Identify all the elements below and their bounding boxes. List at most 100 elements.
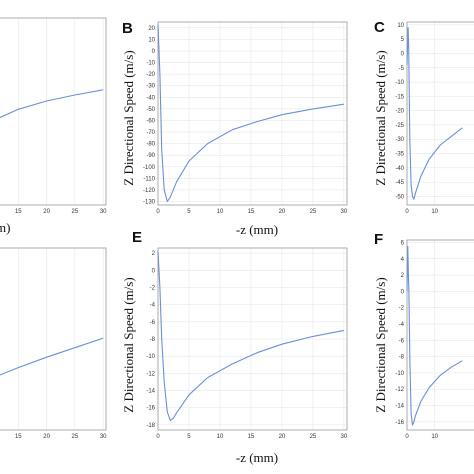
x-tick-label: 25 <box>310 209 317 215</box>
y-tick-label: -100 <box>143 165 156 171</box>
y-tick-label: -6 <box>399 338 405 344</box>
y-tick-label: -20 <box>146 72 155 78</box>
x-tick-label: 20 <box>43 434 50 440</box>
x-tick-label: 5 <box>187 434 191 440</box>
x-tick-label: 5 <box>187 209 191 215</box>
y-tick-label: 6 <box>401 240 405 246</box>
y-tick-label: -15 <box>395 94 404 100</box>
y-axis-label: Z Directional Speed (m/s) <box>121 50 136 185</box>
plot-frame <box>157 21 348 206</box>
series-line <box>0 89 104 119</box>
y-tick-label: 0 <box>401 51 405 57</box>
y-tick-label: 10 <box>397 23 404 29</box>
y-tick-label: -4 <box>150 303 156 309</box>
y-tick-label: -70 <box>146 130 155 136</box>
plot-frame <box>157 247 348 431</box>
y-tick-label: 0 <box>152 268 156 274</box>
panel-letter: E <box>132 229 142 246</box>
panel-letter: C <box>374 19 385 36</box>
series-line <box>0 337 104 376</box>
y-tick-label: -130 <box>143 200 156 206</box>
x-tick-label: 30 <box>100 434 107 440</box>
y-tick-label: -4 <box>399 322 405 328</box>
y-tick-label: -8 <box>150 337 156 343</box>
x-tick-label: 10 <box>217 209 224 215</box>
x-tick-label: 20 <box>279 434 286 440</box>
panel-f: 0 10 6 4 2 0 -2 -4 -6 -8 -10 -12 -14 -16 Z Directional… <box>373 231 474 440</box>
y-tick-label: -60 <box>146 118 155 124</box>
x-tick-label: 20 <box>43 209 50 215</box>
x-axis-label: (mm) <box>0 220 10 235</box>
y-tick-label: 20 <box>148 26 155 32</box>
x-tick-label: 10 <box>217 434 224 440</box>
x-axis-label: -z (mm) <box>236 450 278 465</box>
plot-frame <box>0 247 107 431</box>
x-tick-label: 10 <box>431 209 438 215</box>
series-line <box>406 245 463 426</box>
y-tick-label: -8 <box>399 355 405 361</box>
y-tick-label: 0 <box>401 289 405 295</box>
y-tick-label: -5 <box>399 66 405 72</box>
y-tick-label: -2 <box>399 306 405 312</box>
panel-a: 15 20 25 30 (mm) <box>0 17 107 235</box>
y-tick-label: -110 <box>143 176 155 182</box>
y-tick-label: -90 <box>146 153 155 159</box>
y-tick-label: -50 <box>395 194 404 200</box>
panel-letter: F <box>374 231 383 248</box>
x-tick-label: 15 <box>15 434 22 440</box>
panel-d: 15 20 25 30 <box>0 247 107 440</box>
y-tick-label: -25 <box>395 123 404 129</box>
series-line <box>157 24 344 203</box>
y-tick-label: 2 <box>401 273 405 279</box>
y-tick-label: -80 <box>146 142 155 148</box>
series-line <box>157 251 345 422</box>
y-tick-label: -2 <box>150 285 156 291</box>
y-tick-label: -16 <box>395 420 404 426</box>
y-tick-label: 2 <box>152 251 156 257</box>
y-tick-label: -14 <box>146 389 155 395</box>
x-tick-label: 10 <box>431 434 438 440</box>
x-tick-label: 25 <box>310 434 317 440</box>
y-tick-label: -35 <box>395 152 404 158</box>
x-tick-label: 0 <box>405 434 409 440</box>
series-line <box>406 27 463 200</box>
y-tick-label: -45 <box>395 180 404 186</box>
y-tick-label: -20 <box>395 109 404 115</box>
y-tick-label: -12 <box>146 371 155 377</box>
y-tick-label: 10 <box>148 37 155 43</box>
y-tick-label: -30 <box>395 137 404 143</box>
y-tick-label: 5 <box>401 37 405 43</box>
y-axis-label: Z Directional Speed (m/s) <box>373 50 388 185</box>
y-tick-label: -10 <box>146 61 155 67</box>
y-tick-label: -14 <box>395 404 404 410</box>
y-tick-label: -50 <box>146 107 155 113</box>
x-tick-label: 15 <box>15 209 22 215</box>
x-tick-label: 15 <box>248 209 255 215</box>
x-tick-label: 25 <box>72 434 79 440</box>
y-tick-label: -40 <box>146 95 155 101</box>
panel-b: 0 5 10 15 20 25 30 20 10 0 -10 -20 -30 -40 -50 -60 -70 -8… <box>121 20 348 237</box>
plot-frame <box>0 17 107 206</box>
x-tick-label: 0 <box>405 209 409 215</box>
y-tick-label: 0 <box>152 49 156 55</box>
y-tick-label: -40 <box>395 166 404 172</box>
y-tick-label: -30 <box>146 84 155 90</box>
x-tick-label: 30 <box>341 434 348 440</box>
panel-c: 0 10 10 5 0 -5 -10 -15 -20 -25 -30 -35 -40 -45 -50 Z Di… <box>373 19 474 215</box>
y-tick-label: -16 <box>146 406 155 412</box>
y-axis-label: Z Directional Speed (m/s) <box>373 277 388 412</box>
y-tick-label: -18 <box>146 423 155 429</box>
x-tick-label: 0 <box>156 434 160 440</box>
x-tick-label: 0 <box>156 209 160 215</box>
y-tick-label: 4 <box>401 257 405 263</box>
panel-letter: B <box>122 20 133 37</box>
y-tick-label: -12 <box>395 387 404 393</box>
y-tick-label: -6 <box>150 320 156 326</box>
plot-frame <box>406 239 474 431</box>
x-tick-label: 15 <box>248 434 255 440</box>
y-tick-label: -10 <box>146 354 155 360</box>
x-tick-label: 20 <box>279 209 286 215</box>
x-tick-label: 30 <box>341 209 348 215</box>
x-tick-label: 30 <box>100 209 107 215</box>
